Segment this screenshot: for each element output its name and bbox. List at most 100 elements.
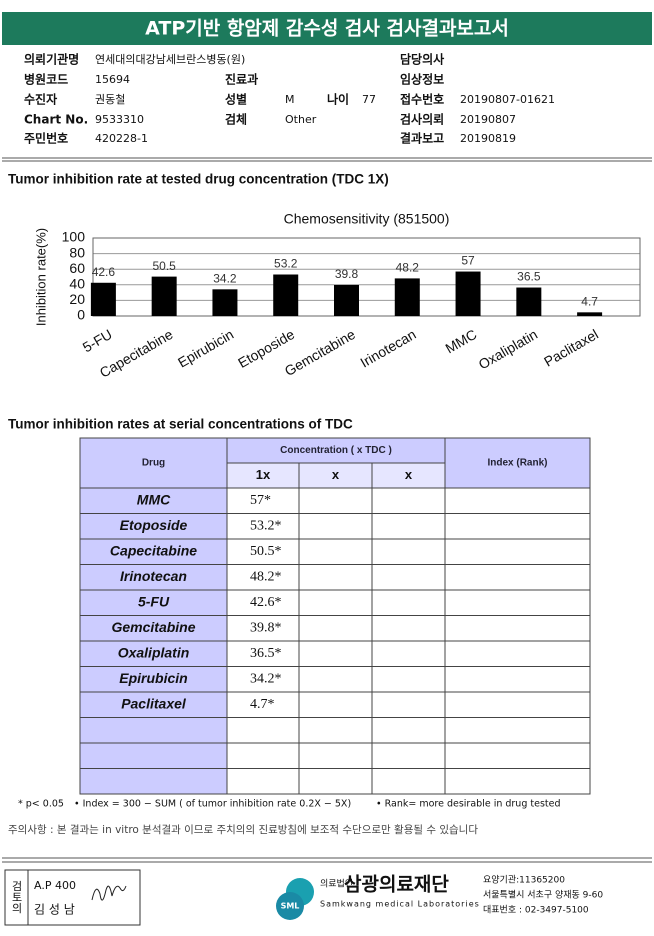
bar: [394, 278, 420, 316]
table-cell: [226, 742, 300, 769]
info-value: Other: [285, 113, 317, 126]
drug-cell: [79, 615, 228, 642]
table-cell: [298, 538, 373, 565]
reviewer-box: [4, 869, 141, 926]
info-value: 20190819: [460, 132, 516, 145]
drug-name: Paclitaxel: [121, 695, 187, 711]
drug-name: Gemcitabine: [111, 619, 195, 635]
info-value: 9533310: [95, 113, 144, 126]
footnote: * p< 0.05: [18, 799, 64, 810]
table-cell: [298, 691, 373, 718]
drug-cell: [79, 487, 228, 514]
table-cell: [371, 742, 446, 769]
table-cell: [371, 666, 446, 693]
table-cell: [226, 691, 300, 718]
report-title: ATP기반 항암제 감수성 검사 검사결과보고서: [145, 18, 509, 40]
table-cell: [444, 640, 591, 667]
reviewer-id: A.P 400: [34, 879, 76, 892]
table-header-text: x: [332, 467, 340, 482]
contact: 요양기관:11365200: [483, 875, 565, 886]
drug-cell: [79, 666, 228, 693]
chart-title: Chemosensitivity (851500): [284, 211, 450, 227]
table-cell: [444, 513, 591, 540]
table-cell: [298, 589, 373, 616]
notice: 주의사항 : 본 결과는 in vitro 분석결과 이므로 주치의의 진료방침…: [8, 823, 478, 836]
x-tick-label: Epirubicin: [175, 326, 236, 371]
table-cell: [371, 538, 446, 565]
table-header-text: Drug: [142, 458, 165, 469]
table-header-text: Concentration ( x TDC ): [280, 445, 392, 456]
section-title: Tumor inhibition rate at tested drug con…: [8, 172, 389, 187]
bar: [90, 282, 116, 316]
rate-value: 4.7*: [250, 697, 275, 712]
footnote: • Rank= more desirable in drug tested: [376, 799, 561, 810]
info-label: 검사의뢰: [400, 112, 444, 127]
drug-name: MMC: [137, 491, 171, 507]
info-label: 병원코드: [24, 72, 68, 87]
drug-cell: [79, 513, 228, 540]
value-label: 50.5: [152, 259, 176, 273]
x-tick-label: Oxaliplatin: [476, 326, 541, 373]
info-label: 성별: [225, 92, 247, 107]
table-cell: [298, 615, 373, 642]
info-label: 나이: [327, 92, 349, 107]
org-type: 의료법인: [320, 879, 353, 890]
table-cell: [298, 513, 373, 540]
info-value: 20190807: [460, 113, 516, 126]
info-value: 연세대의대강남세브란스병동(원): [95, 53, 245, 66]
value-label: 42.6: [92, 265, 116, 279]
table-cell: [371, 513, 446, 540]
info-label: 접수번호: [400, 92, 444, 107]
bar: [455, 271, 481, 316]
drug-cell: [79, 640, 228, 667]
drug-cell: [79, 538, 228, 565]
info-value: 77: [362, 93, 376, 106]
section-title: Tumor inhibition rates at serial concent…: [8, 417, 353, 432]
table-cell: [298, 640, 373, 667]
table-cell: [371, 487, 446, 514]
drug-name: 5-FU: [138, 593, 170, 609]
rate-value: 57*: [250, 493, 271, 508]
info-label: 검체: [225, 112, 247, 127]
info-label: 의뢰기관명: [24, 52, 79, 67]
plot-frame: [92, 237, 641, 317]
x-tick-label: Irinotecan: [357, 326, 418, 371]
drug-name: Epirubicin: [119, 670, 187, 686]
table-cell: [371, 640, 446, 667]
table-cell: [298, 564, 373, 591]
info-label: 수진자: [24, 92, 57, 107]
signature: [91, 885, 127, 901]
y-tick-label: 80: [69, 244, 85, 260]
table-cell: [298, 666, 373, 693]
table-cell: [298, 487, 373, 514]
info-label: 진료과: [225, 72, 258, 87]
x-tick-label: MMC: [442, 326, 479, 357]
y-tick-label: 20: [69, 291, 85, 307]
table-cell: [444, 768, 591, 795]
info-label: Chart No.: [24, 113, 88, 127]
rate-value: 48.2*: [250, 569, 282, 584]
y-tick-label: 60: [69, 260, 85, 276]
drug-cell: [79, 717, 228, 744]
table-cell: [444, 564, 591, 591]
y-axis-label: Inhibition rate(%): [33, 228, 48, 326]
rate-value: 50.5*: [250, 544, 282, 559]
y-tick-label: 100: [62, 229, 86, 245]
reviewer-name: 김 성 남: [34, 903, 75, 917]
table-cell: [226, 666, 300, 693]
title-bar: [2, 12, 652, 45]
table-cell: [298, 768, 373, 795]
table-cell: [371, 615, 446, 642]
org-name: 삼광의료재단: [344, 874, 449, 896]
value-label: 53.2: [274, 257, 298, 271]
info-value: 420228-1: [95, 132, 148, 145]
table-cell: [298, 742, 373, 769]
info-label: 담당의사: [400, 52, 444, 67]
bar: [273, 274, 299, 316]
drug-name: Capecitabine: [110, 542, 197, 558]
table-cell: [444, 666, 591, 693]
table-cell: [226, 717, 300, 744]
value-label: 57: [461, 254, 475, 268]
info-value: 권동철: [95, 93, 125, 106]
rate-value: 34.2*: [250, 671, 282, 686]
